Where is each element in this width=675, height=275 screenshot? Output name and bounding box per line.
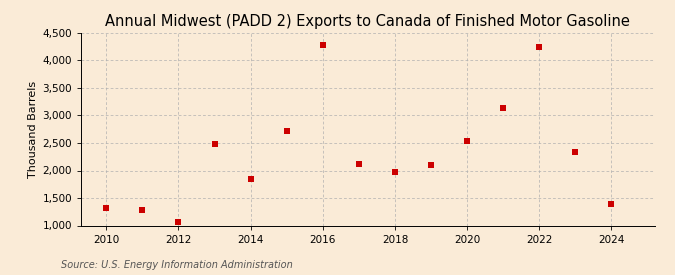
Point — [534, 45, 545, 50]
Y-axis label: Thousand Barrels: Thousand Barrels — [28, 81, 38, 178]
Point — [426, 163, 437, 167]
Point — [389, 169, 400, 174]
Title: Annual Midwest (PADD 2) Exports to Canada of Finished Motor Gasoline: Annual Midwest (PADD 2) Exports to Canad… — [105, 14, 630, 29]
Point — [354, 162, 364, 166]
Point — [173, 220, 184, 224]
Point — [101, 206, 111, 210]
Point — [137, 207, 148, 212]
Point — [606, 202, 617, 206]
Point — [281, 129, 292, 133]
Point — [317, 43, 328, 47]
Text: Source: U.S. Energy Information Administration: Source: U.S. Energy Information Administ… — [61, 260, 292, 270]
Point — [462, 139, 472, 143]
Point — [209, 142, 220, 146]
Point — [570, 150, 580, 155]
Point — [497, 106, 508, 111]
Point — [245, 177, 256, 182]
